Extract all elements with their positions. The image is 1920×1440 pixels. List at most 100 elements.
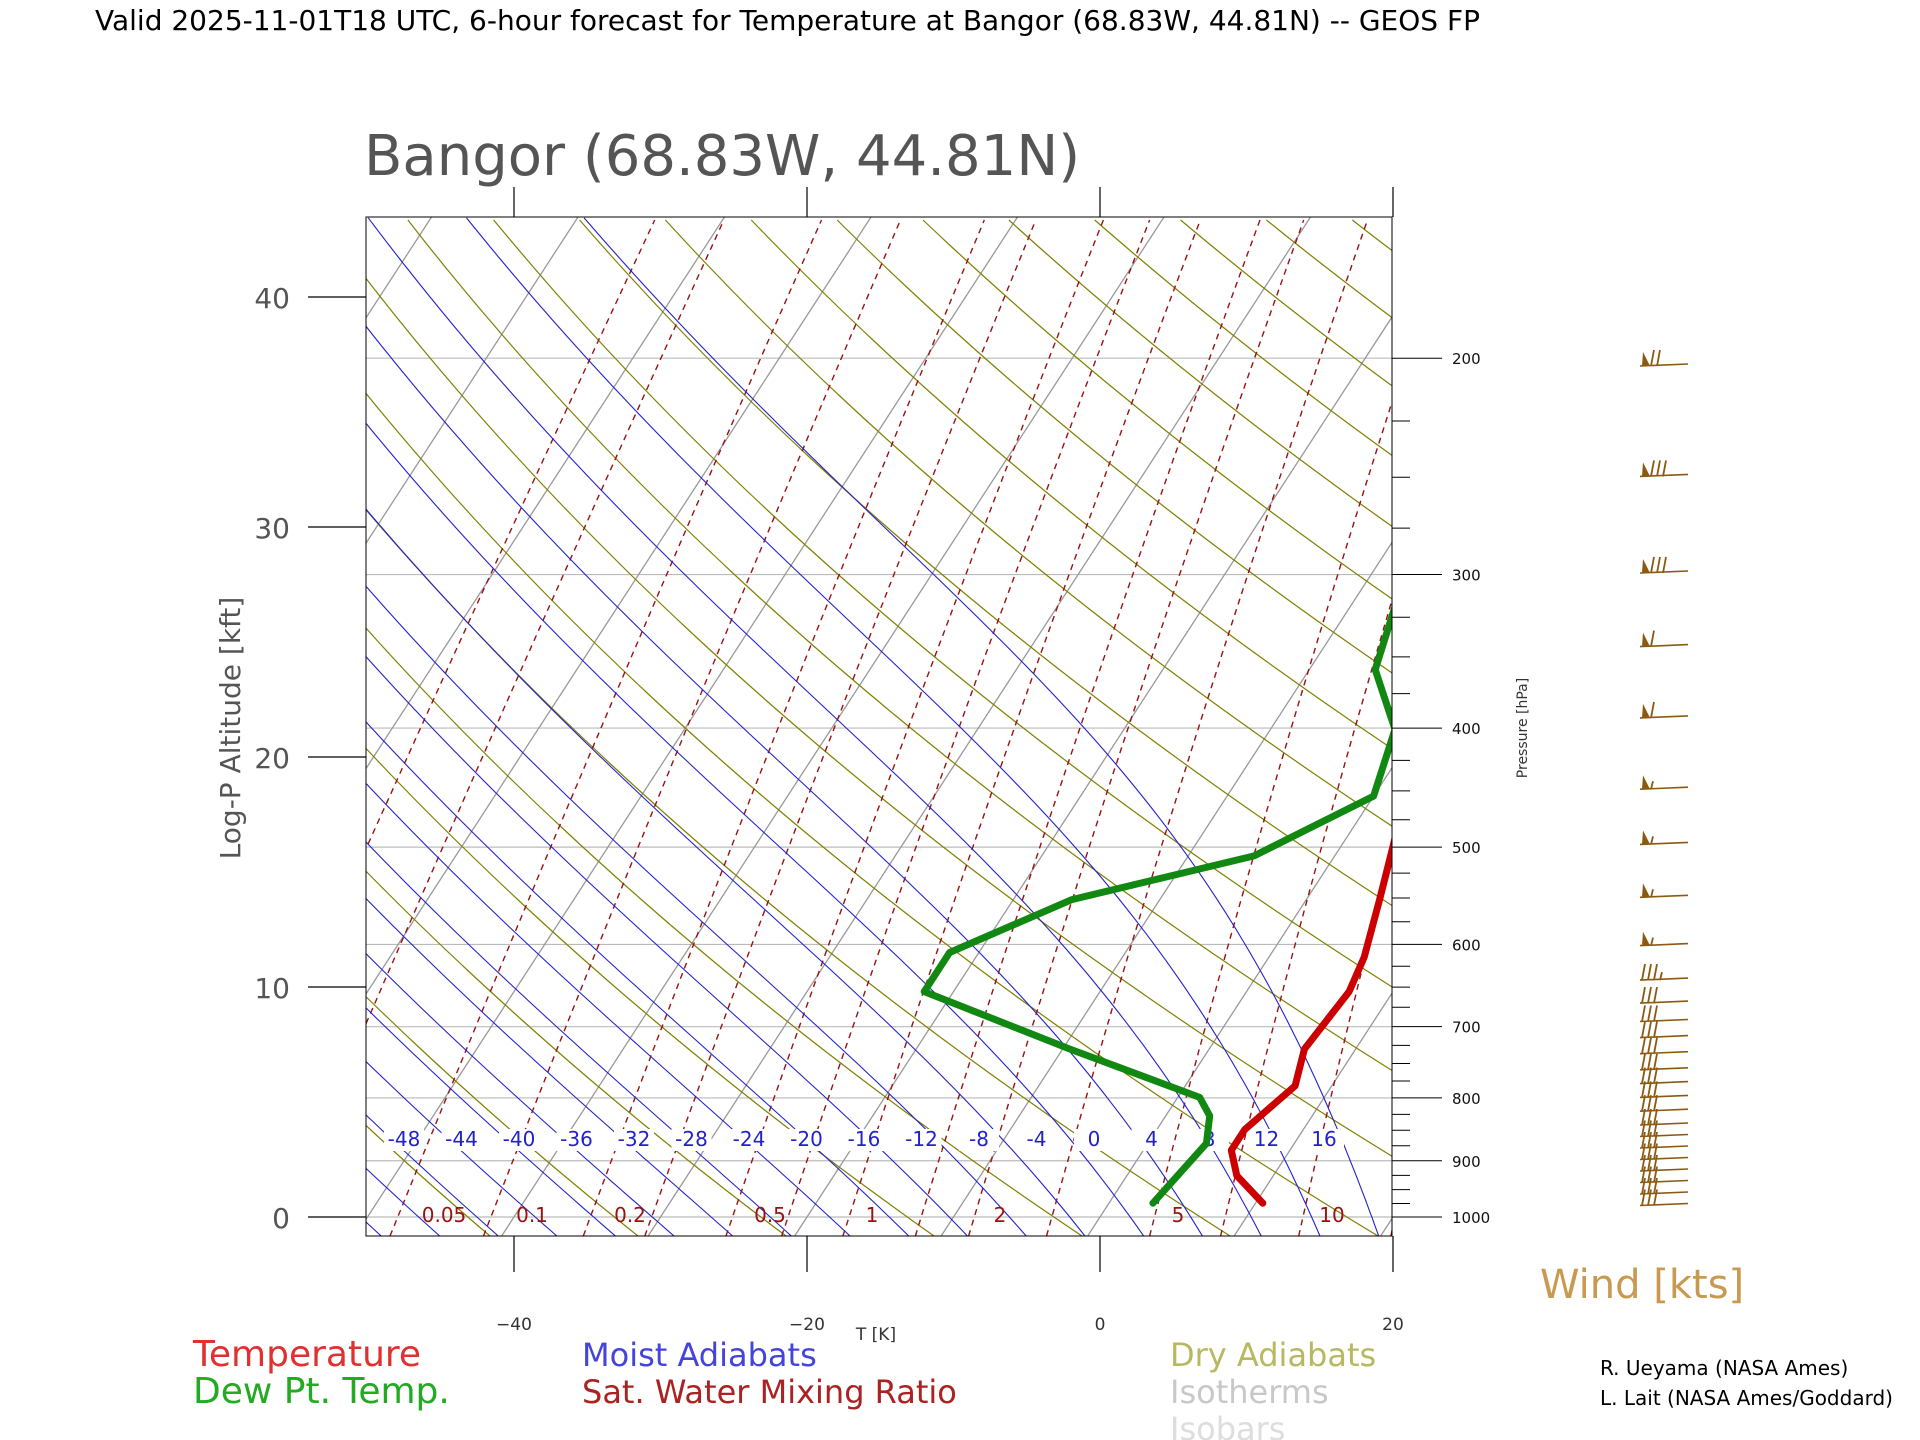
wind-barb-flag [1647,1005,1652,1022]
wind-barb-flag [1641,1053,1646,1070]
wind-barb-flag [1641,1131,1646,1149]
wind-barb-flag [1647,1143,1652,1160]
wind-barb-flag [1653,1095,1658,1112]
wind-barb-flag [1653,1166,1658,1183]
wind-barb-flag [1647,1166,1652,1183]
wind-barb-halfflag [1659,971,1663,981]
legend: Temperature Dew Pt. Temp. Moist Adiabats… [192,1334,1376,1440]
x-tick-label: 0 [1095,1315,1106,1335]
plot-title: Bangor (68.83W, 44.81N) [364,124,1080,189]
wind-barb-flag [1641,1005,1646,1022]
line-labels: -48 -44 -40 -36 -32 -28 -24 -20 -16 -12 -8 -4 0 4 8 12 1… [384,1127,1345,1227]
wind-barb [1639,1120,1689,1138]
wind-barb [1639,1021,1689,1039]
wind-barb-flag [1641,986,1646,1004]
moist-label-bg [1074,1129,1114,1151]
wind-barb [1639,963,1689,981]
wind-barb-flag [1647,1037,1652,1054]
dry-adiabat-line [836,219,1392,674]
mixing-ratio-line [389,219,823,1236]
moist-adiabat-line [366,721,909,1236]
legend-dewpoint: Dew Pt. Temp. [193,1371,450,1412]
isotherm-line [366,217,872,996]
dry-adiabat-line [750,219,1392,750]
moist-label-bg [959,1129,999,1151]
moist-label-bg [786,1129,827,1151]
wind-barb-flag [1641,1037,1646,1054]
wind-barb-flag [1641,1166,1646,1183]
wind-barb [1639,1053,1689,1071]
wind-barb-flag [1656,460,1661,477]
mixing-ratio-line [842,219,1201,1236]
wind-barb-flag [1653,1189,1658,1206]
mixing-ratio-line [781,219,1151,1236]
wind-barb [1639,1177,1689,1195]
dry-adiabat-line [366,277,1392,1157]
isotherm-line [647,217,1312,1236]
legend-moist-adiabats: Moist Adiabats [582,1336,817,1374]
wind-barb-flag [1641,1108,1646,1126]
header-title: Valid 2025-11-01T18 UTC, 6-hour forecast… [95,4,1480,37]
wind-barb-flag [1650,460,1655,477]
dry-adiabat-line [407,219,1392,1072]
pressure-tick-label: 500 [1452,839,1481,857]
moist-adiabat-line [366,897,733,1236]
wind-barb-flag [1662,556,1667,574]
isotherm-line [1527,217,1920,1236]
legend-isotherms: Isotherms [1170,1373,1329,1411]
legend-dry-adiabats: Dry Adiabats [1170,1336,1376,1374]
dry-adiabat-line [0,220,342,1236]
moist-adiabat-label: 0 [1088,1127,1101,1151]
moist-adiabat-label: -40 [503,1127,536,1151]
wind-barb-flag [1641,1143,1646,1160]
wind-barb-flag [1641,1021,1646,1038]
wind-barb-flag [1653,1108,1658,1126]
dry-adiabat-line [1008,219,1392,528]
moist-adiabat-line [366,1114,499,1236]
mixing-ratio-line [1459,220,1701,1236]
mixing-ratio-label: 0.5 [754,1203,786,1227]
legend-temperature: Temperature [192,1334,421,1375]
isotherm-line [501,217,1165,1236]
isotherm-line [1674,217,1920,1236]
wind-barb [1639,986,1689,1004]
moist-adiabat-line [366,1221,382,1236]
isotherm-line [1087,766,1392,1236]
moist-adiabat-line [366,1007,616,1236]
moist-label-bg [384,1129,424,1151]
wind-barb-flag [1641,1081,1646,1098]
moist-adiabat-label: -8 [969,1127,989,1151]
dry-adiabat-line [0,220,46,1236]
wind-barb [1639,931,1689,947]
pressure-tick-label: 700 [1452,1019,1481,1037]
wind-barb [1639,1108,1689,1126]
wind-barb-flag [1650,630,1655,647]
wind-barb [1639,1067,1689,1085]
wind-barb-pennant [1642,883,1650,898]
wind-barb-flag [1647,1131,1652,1149]
x-tick-label: −40 [496,1315,532,1335]
pressure-tick-label: 900 [1452,1153,1481,1171]
wind-barb [1639,1166,1689,1184]
wind-barbs [1639,349,1689,1207]
dry-adiabat-line [922,219,1392,600]
wind-barb-halfflag [1650,937,1654,946]
wind-barb [1639,1005,1689,1023]
moist-adiabat-label: 16 [1311,1127,1336,1151]
mixing-ratio-label: 0.05 [422,1203,467,1227]
dry-adiabat-line [1696,220,1920,1236]
wind-barb [1639,1143,1689,1161]
moist-adiabat-line [366,841,792,1236]
wind-barb-flag [1653,986,1658,1004]
moist-label-bg [499,1129,539,1151]
wind-barb-flag [1647,1189,1652,1206]
moist-adiabat-line [366,585,1027,1236]
pressure-tick-label: 200 [1452,350,1481,368]
moist-label-bg [729,1129,769,1151]
wind-barb-flag [1647,1108,1652,1126]
wind-barb [1639,1189,1689,1207]
wind-barb-pennant [1642,352,1650,366]
moist-label-bg [556,1129,597,1151]
mixing-ratio-label: 5 [1172,1203,1185,1227]
